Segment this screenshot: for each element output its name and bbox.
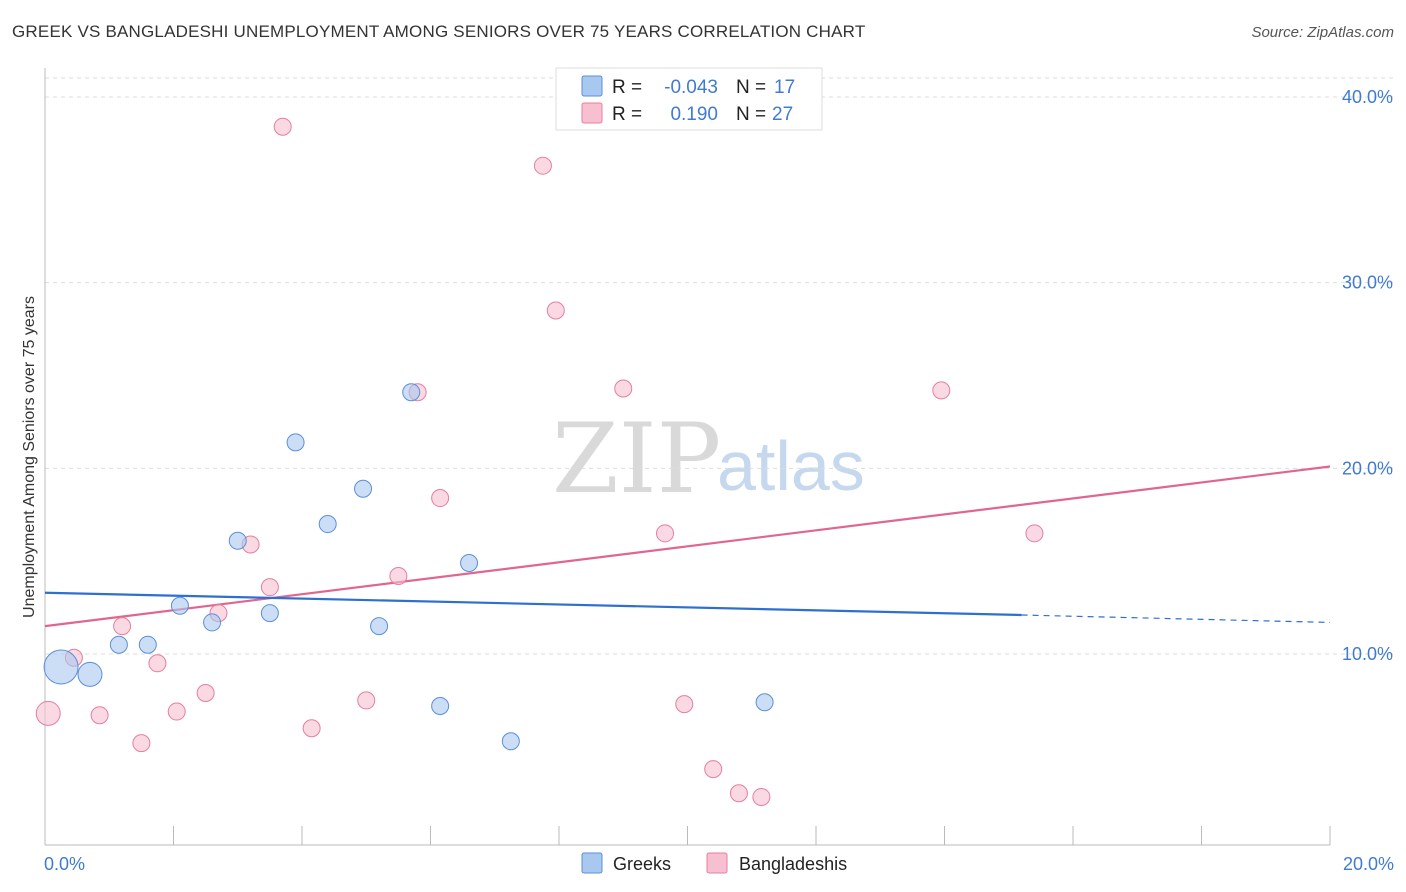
- bangladeshi-point: [132, 734, 151, 753]
- chart-title: GREEK VS BANGLADESHI UNEMPLOYMENT AMONG …: [12, 22, 866, 41]
- bottom-legend-greek-label: Greeks: [613, 854, 671, 874]
- y-tick-label: 10.0%: [1342, 644, 1393, 664]
- bangladeshi-point: [273, 117, 292, 136]
- bangladeshi-point: [389, 567, 408, 586]
- bangladeshi-point: [167, 702, 186, 721]
- greek-point: [77, 661, 103, 687]
- bangladeshi-point: [729, 784, 748, 803]
- greek-point: [228, 531, 247, 550]
- bangladeshi-point: [1025, 524, 1044, 543]
- legend-bangla-r-value: 0.190: [670, 104, 718, 125]
- legend-greek-n-label: N =: [736, 77, 766, 98]
- greek-point: [755, 693, 774, 712]
- greek-point: [354, 479, 373, 498]
- bangladeshi-point: [614, 379, 633, 398]
- x-tick-label-max: 20.0%: [1343, 854, 1394, 874]
- bangladeshi-point: [675, 695, 694, 714]
- legend-bangla-n-label: N =: [736, 104, 766, 125]
- trend-lines: [44, 465, 1331, 628]
- bangladeshi-point: [533, 156, 552, 175]
- greek-point: [431, 696, 450, 715]
- bangladeshi-point: [546, 301, 565, 320]
- bangladeshi-point: [656, 524, 675, 543]
- y-tick-label: 30.0%: [1342, 273, 1393, 293]
- greek-point: [501, 732, 520, 751]
- bangladeshi-point: [196, 683, 215, 702]
- x-tick-marks: [173, 826, 1331, 845]
- bangladeshi-point: [148, 654, 167, 673]
- bangladeshi-point: [357, 691, 376, 710]
- bangladeshi-point: [932, 381, 951, 400]
- greek-point: [370, 617, 389, 636]
- bangladeshi-point: [90, 706, 109, 725]
- y-tick-label: 40.0%: [1342, 87, 1393, 107]
- bangladeshi-point: [260, 578, 279, 597]
- bottom-legend-bangla-label: Bangladeshis: [739, 854, 847, 874]
- bottom-legend-greek-swatch: [581, 852, 603, 874]
- legend-greek-swatch: [581, 75, 603, 97]
- greek-point: [109, 635, 128, 654]
- watermark-atlas: atlas: [717, 427, 865, 505]
- greek-point: [203, 613, 222, 632]
- watermark-zip: ZIP: [552, 403, 721, 515]
- legend-greek-r-value: -0.043: [664, 77, 718, 98]
- bottom-legend-bangla-swatch: [706, 852, 728, 874]
- greek-point: [260, 604, 279, 623]
- scatter-points: [35, 117, 1044, 806]
- bangladeshi-point: [431, 489, 450, 508]
- legend-bangla-swatch: [581, 102, 603, 124]
- legend-box: R = -0.043 N = 17 R = 0.190 N = 27: [555, 67, 823, 131]
- bangladeshi-point: [704, 760, 723, 779]
- greek-point: [43, 649, 79, 685]
- x-tick-label-min: 0.0%: [44, 854, 85, 874]
- legend-greek-n-value: 17: [774, 77, 795, 98]
- greek-point: [286, 433, 305, 452]
- legend-greek-r-label: R =: [612, 77, 642, 98]
- greek-point: [138, 635, 157, 654]
- bangladeshi-point: [113, 617, 132, 636]
- greek-trend-line-extension: [1021, 614, 1331, 624]
- greek-point: [170, 596, 189, 615]
- greek-point: [460, 554, 479, 573]
- y-axis-label: Unemployment Among Seniors over 75 years: [21, 296, 38, 618]
- y-tick-label: 20.0%: [1342, 458, 1393, 478]
- y-tick-labels: 10.0% 20.0% 30.0% 40.0%: [1342, 87, 1393, 664]
- bottom-legend: Greeks Bangladeshis: [581, 852, 847, 874]
- greek-point: [402, 383, 421, 402]
- bangladeshi-trend-line: [44, 465, 1331, 628]
- legend-bangla-n-value: 27: [772, 104, 793, 125]
- gridlines: [45, 77, 1393, 655]
- greek-point: [318, 515, 337, 534]
- bangladeshi-point: [752, 787, 771, 806]
- bangladeshi-point: [302, 719, 321, 738]
- source-label: Source: ZipAtlas.com: [1251, 24, 1394, 41]
- greek-trend-line: [44, 591, 1022, 617]
- bangladeshi-point: [35, 700, 61, 726]
- legend-bangla-r-label: R =: [612, 104, 642, 125]
